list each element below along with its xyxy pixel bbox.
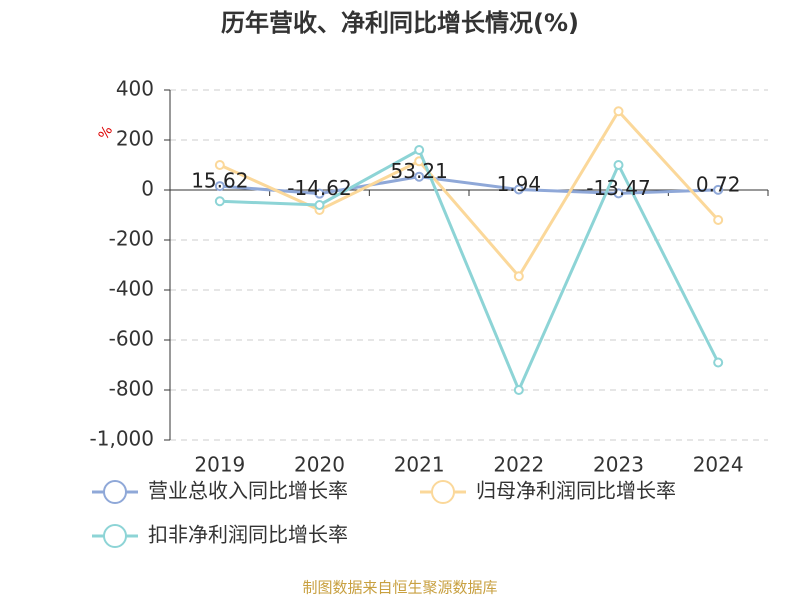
legend-label: 营业总收入同比增长率 — [148, 479, 348, 503]
data-point — [713, 215, 724, 225]
data-point — [513, 184, 524, 195]
data-label: -13.47 — [586, 176, 650, 200]
data-point — [713, 184, 724, 195]
x-tick-label: 2020 — [294, 453, 345, 477]
series-line — [219, 108, 720, 279]
y-axis-label: % — [96, 123, 117, 143]
x-tick-label: 2024 — [693, 453, 744, 477]
data-point — [414, 171, 425, 182]
legend-label: 归母净利润同比增长率 — [476, 479, 676, 503]
data-label: 15.62 — [191, 169, 248, 193]
legend-marker — [103, 524, 127, 548]
data-label: 53.21 — [391, 159, 448, 183]
source-note: 制图数据来自恒生聚源数据库 — [302, 579, 497, 597]
data-point — [613, 188, 624, 199]
data-point — [713, 357, 724, 368]
data-label: 0.72 — [696, 172, 741, 196]
series-line — [219, 147, 720, 394]
legend-marker — [103, 480, 127, 504]
x-tick-label: 2022 — [493, 453, 544, 477]
legend-marker — [431, 480, 455, 504]
y-tick-label: -200 — [109, 227, 154, 251]
data-point — [314, 200, 325, 210]
data-point — [613, 160, 624, 170]
data-point — [314, 188, 325, 199]
y-tick-label: 0 — [141, 177, 154, 201]
y-tick-label: 400 — [116, 77, 154, 101]
data-point — [513, 271, 524, 282]
y-tick-label: -800 — [109, 377, 154, 401]
y-tick-label: -400 — [109, 277, 154, 301]
y-tick-label: -600 — [109, 327, 154, 351]
data-point — [613, 106, 624, 117]
data-point — [214, 196, 225, 207]
legend-label: 扣非净利润同比增长率 — [148, 523, 348, 547]
data-point — [214, 181, 225, 192]
x-tick-label: 2023 — [593, 453, 644, 477]
data-point — [513, 385, 524, 395]
chart-title: 历年营收、净利同比增长情况(%) — [221, 9, 579, 37]
y-tick-label: -1,000 — [90, 427, 154, 451]
data-point — [214, 160, 225, 170]
data-label: 1.94 — [497, 172, 542, 196]
y-tick-label: 200 — [116, 127, 154, 151]
series-line — [219, 175, 719, 196]
x-tick-label: 2021 — [394, 453, 445, 477]
data-point — [414, 145, 425, 155]
data-label: -14.62 — [287, 176, 351, 200]
x-tick-label: 2019 — [194, 453, 245, 477]
